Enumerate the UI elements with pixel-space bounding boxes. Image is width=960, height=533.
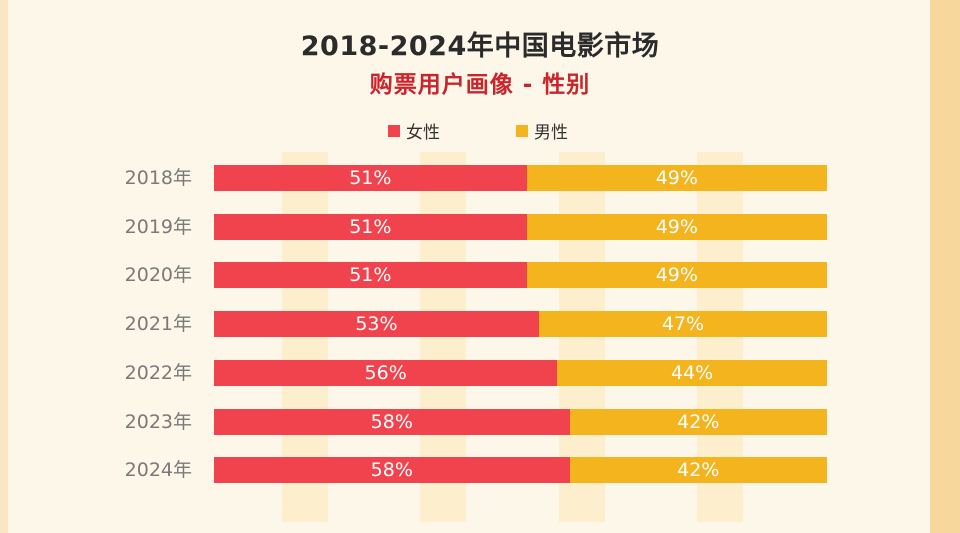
legend-swatch-male <box>516 124 528 137</box>
bar-male-2024年: 42% <box>569 457 827 483</box>
y-tick-label: 2020年 <box>124 264 192 286</box>
chart-title: 2018-2024年中国电影市场 <box>300 31 660 62</box>
y-tick-label: 2024年 <box>124 459 192 481</box>
bar-male-2019年: 49% <box>526 214 827 240</box>
bar-male-2020年: 49% <box>526 262 827 288</box>
legend-label-male: 男性 <box>534 123 568 143</box>
legend: 女性 男性 <box>0 118 960 143</box>
chart-subtitle: 购票用户画像 - 性别 <box>369 72 591 98</box>
bar-male-2022年: 44% <box>557 360 827 386</box>
y-tick-label: 2022年 <box>124 362 192 384</box>
side-decoration <box>930 0 960 533</box>
bar-female-2019年: 51% <box>214 214 527 240</box>
y-tick-label: 2023年 <box>124 411 192 433</box>
legend-item-male: 男性 <box>516 118 568 143</box>
y-tick-label: 2019年 <box>124 216 192 238</box>
legend-swatch-female <box>388 124 400 137</box>
bar-female-2021年: 53% <box>214 311 539 337</box>
bar-female-2018年: 51% <box>214 165 527 191</box>
bar-female-2024年: 58% <box>214 457 570 483</box>
y-tick-label: 2018年 <box>124 167 192 189</box>
bar-female-2022年: 56% <box>214 360 558 386</box>
bar-male-2023年: 42% <box>569 409 827 435</box>
legend-label-female: 女性 <box>406 123 440 143</box>
bar-male-2018年: 49% <box>526 165 827 191</box>
bar-male-2021年: 47% <box>538 311 827 337</box>
y-tick-label: 2021年 <box>124 313 192 335</box>
bar-female-2023年: 58% <box>214 409 570 435</box>
bar-female-2020年: 51% <box>214 262 527 288</box>
legend-item-female: 女性 <box>388 118 440 143</box>
